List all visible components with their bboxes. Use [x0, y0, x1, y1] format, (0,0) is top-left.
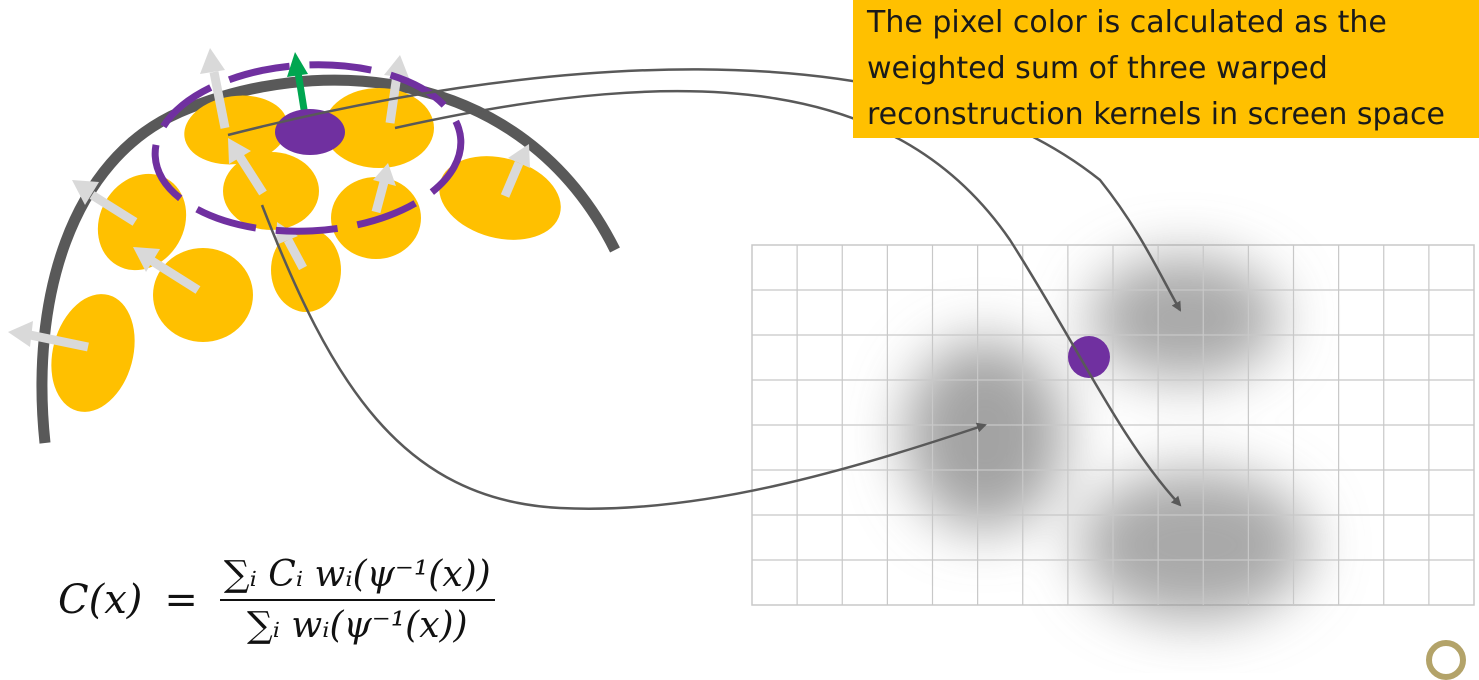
formula-equals: =	[164, 577, 198, 623]
normal-arrow-icon	[133, 247, 201, 294]
kernel-shadow	[1080, 470, 1310, 620]
splat	[153, 248, 253, 342]
screen-grid	[751, 244, 1475, 620]
splat	[439, 156, 561, 240]
splat	[51, 294, 135, 412]
callout-line: weighted sum of three warped	[867, 51, 1328, 86]
explanation-callout: The pixel color is calculated as the wei…	[853, 0, 1479, 138]
formula-fraction: ∑ᵢ Cᵢ wᵢ(ψ⁻¹(x)) ∑ᵢ wᵢ(ψ⁻¹(x))	[219, 554, 495, 646]
pixel-dot	[1068, 336, 1110, 378]
callout-line: reconstruction kernels in screen space	[867, 97, 1445, 132]
warped-kernel-shadows	[905, 256, 1310, 620]
kernel-shadow	[905, 340, 1065, 530]
normal-arrow-icon	[72, 180, 138, 226]
kernel-shadow	[1090, 256, 1280, 380]
mapping-arrow-icon	[260, 204, 987, 510]
fraction-bar	[219, 599, 495, 601]
formula-numerator: ∑ᵢ Cᵢ wᵢ(ψ⁻¹(x))	[223, 554, 491, 595]
normal-arrow-icon	[371, 163, 396, 214]
splat	[223, 152, 319, 230]
callout-line: The pixel color is calculated as the	[867, 5, 1387, 40]
splat	[184, 95, 288, 165]
mapping-arrow-icon	[394, 90, 1182, 507]
splat	[324, 88, 434, 168]
formula-denominator: ∑ᵢ wᵢ(ψ⁻¹(x))	[247, 605, 468, 646]
pixel-footprint	[151, 61, 465, 235]
color-formula: C(x) = ∑ᵢ Cᵢ wᵢ(ψ⁻¹(x)) ∑ᵢ wᵢ(ψ⁻¹(x))	[58, 535, 495, 665]
normal-arrow-icon	[500, 144, 530, 198]
normal-arrow-icon	[200, 48, 230, 129]
normal-arrow-icon	[8, 321, 89, 352]
splat	[97, 173, 187, 271]
normal-arrow-icon	[228, 138, 267, 196]
formula-lhs: C(x)	[58, 577, 143, 623]
surface-curve	[36, 74, 620, 444]
logo-icon	[1426, 640, 1466, 680]
